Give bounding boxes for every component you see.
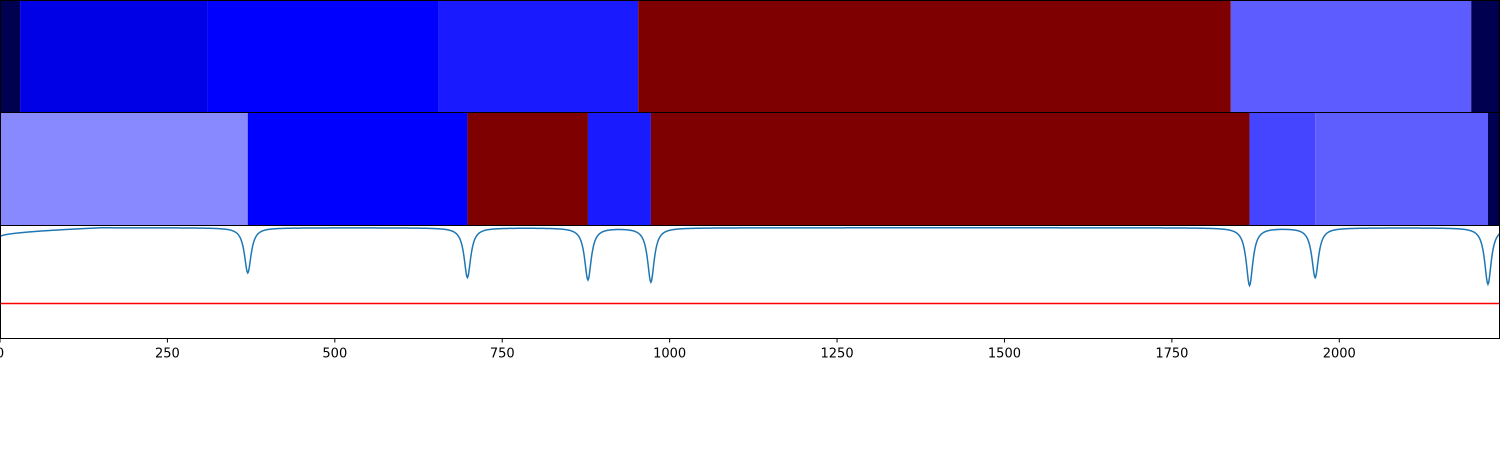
series-line: [0, 227, 1500, 288]
heatmap-segment: [587, 112, 651, 226]
heatmap-segment: [1471, 0, 1500, 113]
x-tick-label: 0: [0, 347, 4, 362]
heatmap-segment: [247, 112, 468, 226]
x-tick-label: 2000: [1323, 347, 1356, 362]
x-axis: 0 250 500 750 1000 1250 1500 1750 2000: [0, 338, 1356, 362]
x-tick-label: 1250: [821, 347, 854, 362]
x-tick-label: 1000: [653, 347, 686, 362]
x-tick-label: 1500: [988, 347, 1021, 362]
heatmap-segment: [1487, 112, 1500, 226]
line-plot-panel: [0, 227, 1500, 305]
x-tick-label: 750: [490, 347, 515, 362]
x-tick-label: 500: [322, 347, 347, 362]
heatmap-panel-middle: [0, 112, 1500, 226]
heatmap-segment: [438, 0, 639, 113]
heatmap-segment: [1249, 112, 1316, 226]
heatmap-segment: [638, 0, 1231, 113]
heatmap-segment: [0, 112, 248, 226]
heatmap-segment: [0, 0, 21, 113]
line-plot-frame: [0, 225, 1500, 339]
heatmap-segment: [207, 0, 439, 113]
x-tick-label: 250: [155, 347, 180, 362]
heatmap-panel-top: [0, 0, 1500, 113]
heatmap-segment: [650, 112, 1250, 226]
heatmap-segment: [467, 112, 588, 226]
heatmap-segment: [1315, 112, 1488, 226]
x-tick-label: 1750: [1155, 347, 1188, 362]
heatmap-segment: [1230, 0, 1472, 113]
heatmap-segment: [20, 0, 208, 113]
